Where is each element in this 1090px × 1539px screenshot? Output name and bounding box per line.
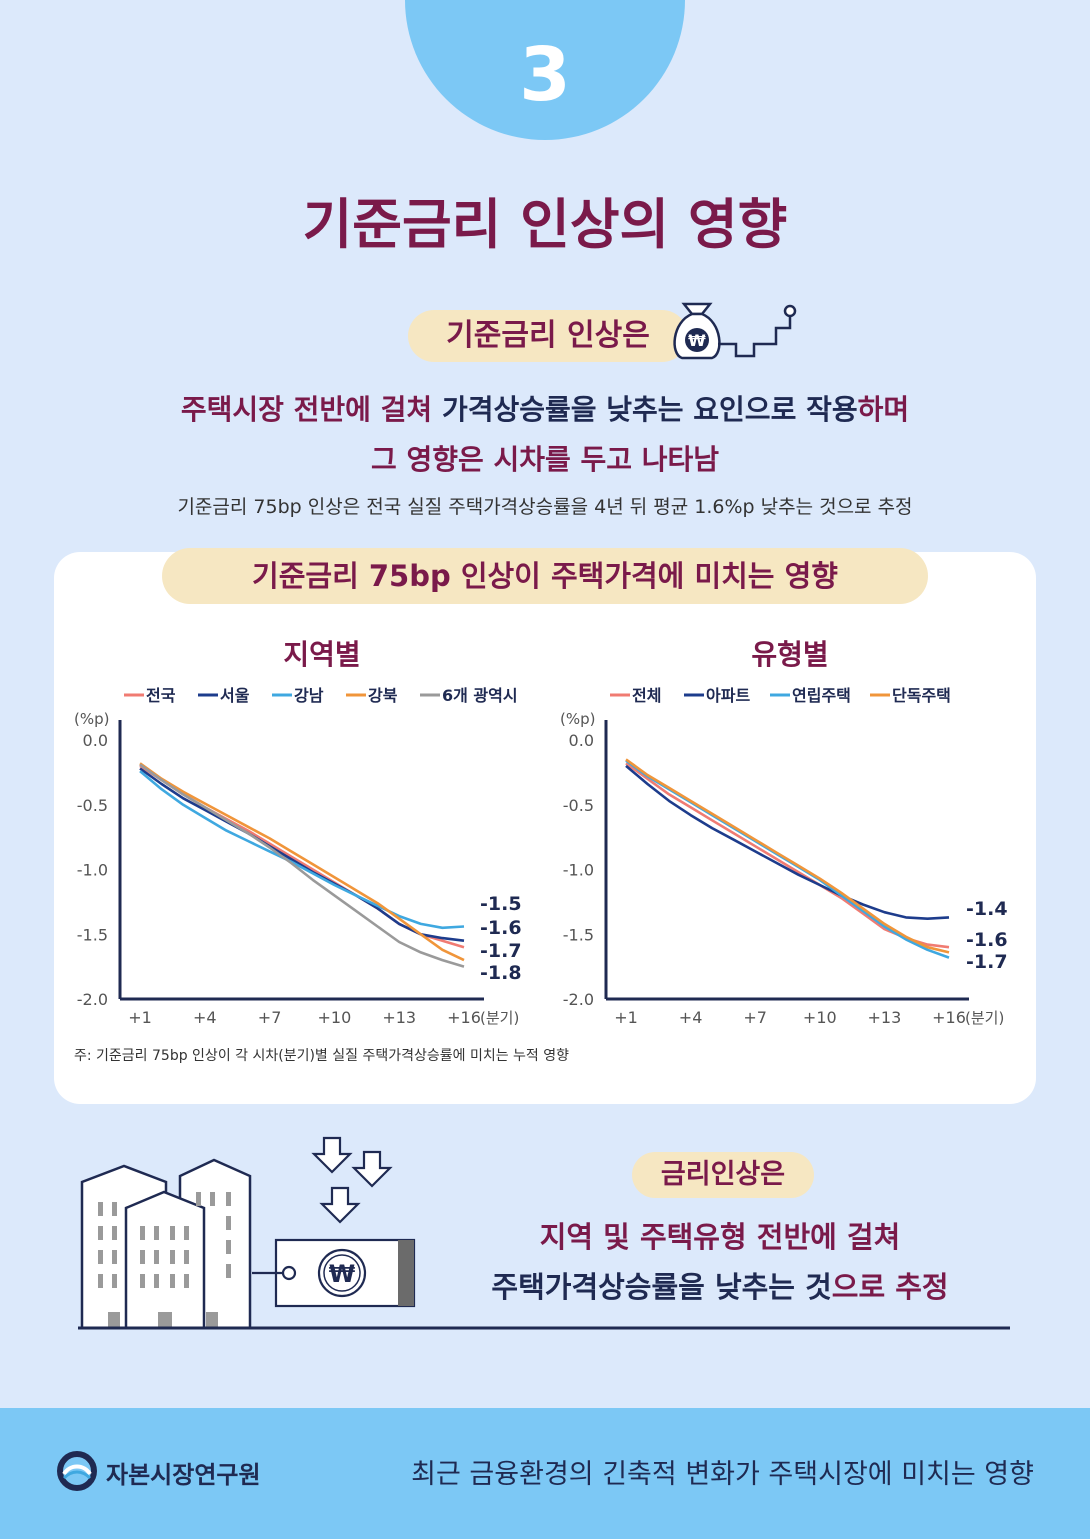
conclusion-line-2a: 주택가격상승률을 낮추는 것 xyxy=(491,1270,832,1304)
x-axis-unit: (분기) xyxy=(480,1009,519,1027)
down-arrows-icon xyxy=(311,1136,393,1224)
banknote-icon: ₩ xyxy=(252,1238,416,1308)
y-tick-label: -2.0 xyxy=(563,990,594,1009)
legend-label: 서울 xyxy=(220,686,250,705)
chart-section-title: 기준금리 75bp 인상이 주택가격에 미치는 영향 xyxy=(162,548,928,604)
y-tick-label: -0.5 xyxy=(77,796,108,815)
legend-label: 강남 xyxy=(294,686,324,705)
intro-pill: 기준금리 인상은 xyxy=(408,310,688,362)
legend-label: 전체 xyxy=(632,686,661,705)
end-value-label: -1.7 xyxy=(480,940,522,962)
x-tick-label: +16 xyxy=(447,1008,481,1027)
end-value-label: -1.6 xyxy=(480,917,522,939)
summary-line-1: 주택시장 전반에 걸쳐 가격상승률을 낮추는 요인으로 작용하며 xyxy=(0,388,1090,428)
series-line-아파트 xyxy=(625,764,950,921)
y-axis-unit: (%p) xyxy=(560,710,595,728)
x-tick-label: +16 xyxy=(932,1008,966,1027)
end-value-label: -1.7 xyxy=(966,951,1008,973)
y-tick-label: -2.0 xyxy=(77,990,108,1009)
y-tick-label: -0.5 xyxy=(563,796,594,815)
legend-label: 강북 xyxy=(368,686,398,705)
series-line-강북 xyxy=(139,762,465,962)
y-tick-label: -1.5 xyxy=(563,925,594,944)
legend-label: 전국 xyxy=(146,686,176,705)
org-name: 자본시장연구원 xyxy=(106,1461,261,1489)
x-tick-label: +4 xyxy=(193,1008,217,1027)
end-value-label: -1.5 xyxy=(480,893,522,915)
chart-card xyxy=(54,552,1036,1104)
series-line-6개 광역시 xyxy=(139,763,465,968)
x-tick-label: +13 xyxy=(868,1008,902,1027)
building-icon xyxy=(80,1158,252,1330)
legend-label: 연립주택 xyxy=(792,686,851,705)
conclusion-line-2b: 으로 추정 xyxy=(831,1270,949,1304)
x-axis-unit: (분기) xyxy=(965,1009,1004,1027)
money-bag-icon: ₩ xyxy=(673,302,797,360)
y-tick-label: 0.0 xyxy=(83,731,108,750)
x-tick-label: +7 xyxy=(743,1008,767,1027)
chart-title: 유형별 xyxy=(751,638,828,671)
end-value-label: -1.6 xyxy=(966,929,1008,951)
conclusion-pill: 금리인상은 xyxy=(632,1152,814,1198)
conclusion-line-1: 지역 및 주택유형 전반에 걸쳐 xyxy=(539,1220,901,1254)
conclusion-line-2: 주택가격상승률을 낮추는 것으로 추정 xyxy=(430,1264,1010,1306)
report-title: 최근 금융환경의 긴축적 변화가 주택시장에 미치는 영향 xyxy=(411,1459,1034,1490)
chart-footnote: 주: 기준금리 75bp 인상이 각 시차(분기)별 실질 주택가격상승률에 미… xyxy=(74,1048,570,1064)
summary-line-2: 그 영향은 시차를 두고 나타남 xyxy=(370,443,720,476)
x-tick-label: +7 xyxy=(258,1008,282,1027)
y-tick-label: -1.5 xyxy=(77,925,108,944)
summary-line-1a: 주택시장 전반에 걸쳐 xyxy=(180,393,442,426)
y-tick-label: -1.0 xyxy=(563,861,594,880)
y-axis-unit: (%p) xyxy=(74,710,109,728)
x-tick-label: +10 xyxy=(318,1008,352,1027)
y-tick-label: 0.0 xyxy=(569,731,594,750)
x-tick-label: +1 xyxy=(128,1008,152,1027)
end-value-label: -1.8 xyxy=(480,962,522,984)
series-line-단독주택 xyxy=(625,758,950,954)
series-line-강남 xyxy=(139,770,465,930)
x-tick-label: +13 xyxy=(382,1008,416,1027)
x-tick-label: +4 xyxy=(679,1008,703,1027)
legend-label: 아파트 xyxy=(706,686,750,705)
summary-note: 기준금리 75bp 인상은 전국 실질 주택가격상승률을 4년 뒤 평균 1.6… xyxy=(177,496,913,518)
kcmi-logo-icon xyxy=(57,1451,97,1491)
buildings-illustration: ₩ xyxy=(78,1136,1010,1330)
x-tick-label: +10 xyxy=(803,1008,837,1027)
x-tick-label: +1 xyxy=(614,1008,638,1027)
page-title: 기준금리 인상의 영향 xyxy=(302,193,788,256)
summary-line-1b: 가격상승률을 낮추는 요인으로 작용 xyxy=(441,393,858,426)
series-line-서울 xyxy=(139,767,465,942)
won-symbol: ₩ xyxy=(329,1260,356,1288)
footer xyxy=(0,1408,1090,1539)
y-tick-label: -1.0 xyxy=(77,861,108,880)
legend-label: 6개 광역시 xyxy=(442,686,518,705)
end-value-label: -1.4 xyxy=(966,898,1008,920)
page-number: 3 xyxy=(519,32,571,118)
won-symbol: ₩ xyxy=(688,331,706,350)
chart-title: 지역별 xyxy=(283,638,360,671)
summary-line-1c: 하며 xyxy=(857,393,910,426)
legend-label: 단독주택 xyxy=(892,686,951,705)
